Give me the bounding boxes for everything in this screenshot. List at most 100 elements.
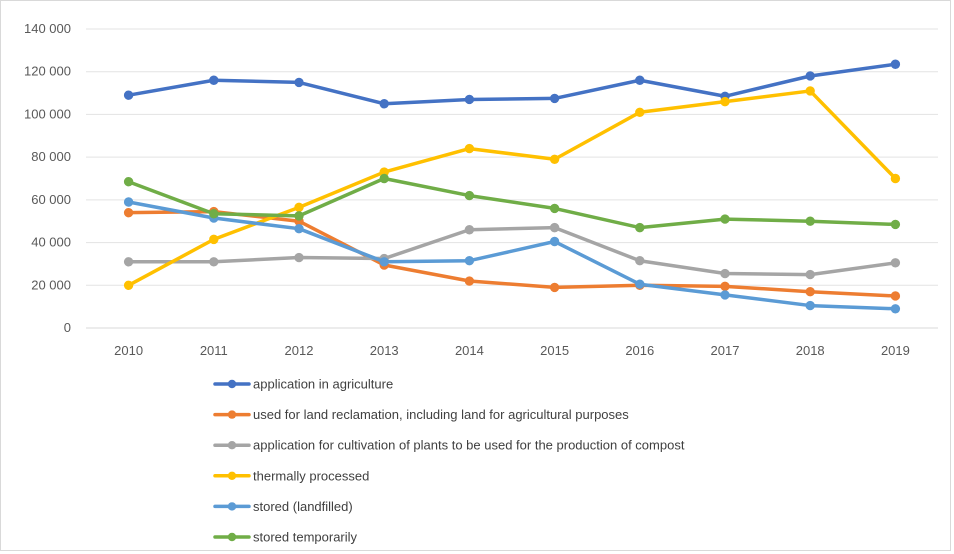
data-point (379, 173, 389, 184)
x-tick-label: 2016 (625, 343, 654, 358)
legend-label: application for cultivation of plants to… (253, 438, 685, 453)
data-point (720, 214, 730, 224)
legend-label: stored (landfilled) (253, 499, 353, 514)
data-point (209, 209, 219, 219)
series-1 (123, 59, 901, 109)
data-point (805, 216, 815, 226)
data-point (464, 225, 475, 235)
x-tick-label: 2013 (370, 343, 399, 358)
x-tick-label: 2017 (711, 343, 740, 358)
data-point (635, 279, 645, 289)
legend-label: application in agriculture (253, 377, 393, 392)
y-tick-label: 40 000 (31, 235, 71, 250)
x-tick-label: 2012 (285, 343, 314, 358)
series-5 (123, 197, 901, 314)
data-point (720, 290, 730, 300)
y-tick-label: 20 000 (31, 277, 71, 292)
legend-entry: stored (landfilled) (213, 499, 353, 514)
data-point (549, 236, 560, 247)
data-point (379, 257, 389, 267)
data-point (549, 154, 560, 164)
data-point (635, 256, 645, 266)
data-point (549, 222, 560, 233)
data-point (549, 93, 560, 104)
series-line (126, 209, 898, 298)
y-tick-label: 60 000 (31, 192, 71, 207)
data-point (635, 75, 645, 85)
data-point (123, 257, 134, 267)
data-point (805, 286, 815, 297)
data-point (294, 202, 304, 213)
data-point (294, 223, 304, 234)
series-6 (123, 173, 901, 233)
legend-swatch-marker (227, 379, 237, 389)
data-point (123, 177, 134, 187)
legend-entry: stored temporarily (213, 530, 358, 545)
series-lines (123, 59, 901, 314)
data-point (720, 96, 730, 107)
legend-entry: application in agriculture (213, 377, 393, 392)
series-line (126, 225, 898, 277)
data-point (635, 222, 645, 233)
data-point (805, 86, 815, 96)
x-tick-label: 2011 (200, 343, 228, 358)
data-point (464, 276, 475, 286)
data-point (890, 258, 901, 268)
data-point (464, 190, 475, 201)
series-line (126, 89, 898, 288)
data-point (890, 59, 901, 69)
data-point (720, 268, 730, 279)
data-point (635, 107, 645, 117)
legend-entry: thermally processed (213, 468, 369, 483)
legend-entry: used for land reclamation, including lan… (213, 407, 629, 422)
y-tick-label: 0 (64, 320, 71, 335)
x-tick-label: 2014 (455, 343, 484, 358)
legend-entry: application for cultivation of plants to… (213, 438, 685, 453)
legend-label: thermally processed (253, 468, 369, 483)
legend-swatch-marker (227, 502, 237, 511)
legend-swatch-marker (227, 441, 237, 450)
x-tick-label: 2018 (796, 343, 825, 358)
data-point (720, 281, 730, 292)
y-tick-label: 80 000 (31, 149, 71, 164)
legend-swatch-marker (227, 532, 237, 542)
legend-swatch-marker (227, 471, 237, 480)
data-point (294, 211, 304, 221)
data-point (549, 203, 560, 214)
series-line (126, 200, 898, 311)
data-point (890, 304, 901, 314)
data-point (123, 197, 134, 207)
legend-label: used for land reclamation, including lan… (253, 407, 629, 422)
data-point (549, 282, 560, 293)
data-point (294, 252, 304, 263)
series-line (126, 62, 898, 106)
legend-label: stored temporarily (253, 530, 358, 545)
x-tick-label: 2015 (540, 343, 569, 358)
legend-swatch-marker (227, 410, 237, 419)
y-tick-label: 140 000 (24, 21, 71, 36)
legend: application in agriculture used for land … (213, 377, 685, 545)
data-point (123, 280, 134, 290)
data-point (209, 234, 219, 245)
data-point (464, 256, 475, 266)
y-tick-label: 120 000 (24, 64, 71, 79)
data-point (890, 219, 901, 230)
data-point (464, 143, 475, 154)
data-point (123, 90, 134, 100)
series-line (126, 176, 898, 230)
data-point (294, 77, 304, 88)
data-point (379, 99, 389, 109)
data-point (890, 173, 901, 184)
gridlines (86, 28, 938, 329)
data-point (464, 94, 475, 105)
x-tick-label: 2019 (881, 343, 910, 358)
data-point (805, 300, 815, 311)
data-point (805, 71, 815, 81)
data-point (209, 75, 219, 85)
data-point (209, 257, 219, 267)
data-point (890, 291, 901, 301)
x-tick-label: 2010 (114, 343, 143, 358)
data-point (123, 207, 134, 218)
data-point (805, 269, 815, 280)
